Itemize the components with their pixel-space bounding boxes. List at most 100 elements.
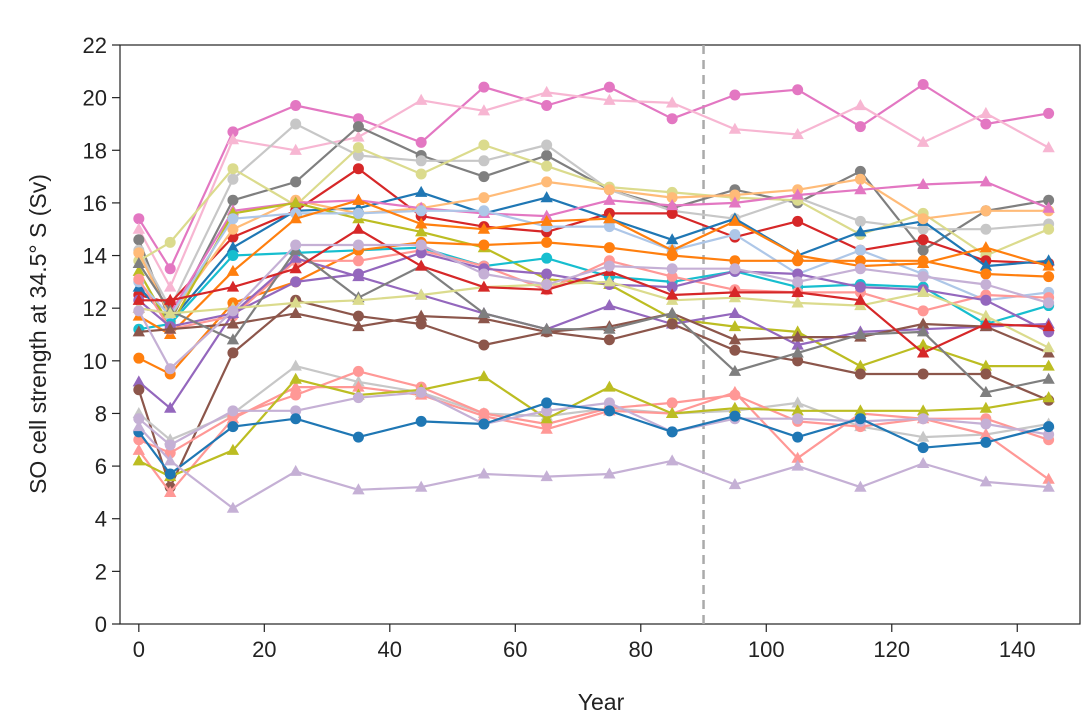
- x-tick-label: 0: [133, 637, 145, 662]
- data-point: [916, 456, 930, 469]
- series-8: [133, 173, 1055, 322]
- data-point: [854, 281, 866, 293]
- series-line: [138, 391, 1049, 447]
- data-point: [477, 104, 491, 116]
- series-1: [133, 78, 1055, 275]
- data-point: [854, 165, 866, 177]
- data-point: [227, 163, 239, 175]
- series-layer: [132, 78, 1055, 513]
- data-point: [1042, 201, 1055, 213]
- data-point: [289, 380, 302, 392]
- data-point: [603, 275, 616, 287]
- series-line: [138, 246, 1049, 331]
- series-line: [138, 375, 1049, 478]
- data-point: [854, 293, 867, 305]
- x-axis-title: Year: [578, 689, 625, 715]
- data-point: [132, 293, 145, 305]
- data-point: [415, 247, 427, 259]
- data-point: [665, 454, 679, 466]
- data-point: [979, 359, 993, 371]
- data-point: [791, 451, 804, 463]
- data-point: [133, 247, 145, 259]
- data-point: [540, 422, 553, 434]
- data-point: [290, 276, 302, 288]
- series-line: [137, 425, 1049, 510]
- data-point: [917, 78, 929, 90]
- data-point: [352, 142, 364, 154]
- data-point: [226, 133, 240, 145]
- data-point: [854, 121, 866, 133]
- data-point: [791, 346, 804, 358]
- data-point: [133, 234, 145, 246]
- data-point: [289, 372, 302, 384]
- data-point: [133, 413, 145, 425]
- data-point: [1042, 391, 1055, 403]
- data-point: [854, 263, 866, 275]
- data-point: [478, 239, 490, 251]
- series-line: [138, 143, 1050, 262]
- data-point: [540, 412, 553, 424]
- data-point: [415, 217, 428, 229]
- data-point: [1042, 259, 1055, 271]
- series-24: [132, 359, 1055, 445]
- data-point: [728, 385, 742, 397]
- data-point: [791, 285, 804, 297]
- data-point: [603, 184, 615, 196]
- data-point: [133, 352, 145, 364]
- data-point: [666, 207, 678, 219]
- data-point: [541, 176, 553, 188]
- data-point: [540, 214, 553, 226]
- data-point: [133, 273, 145, 285]
- data-point: [133, 384, 145, 396]
- data-point: [979, 385, 993, 397]
- data-point: [916, 285, 930, 297]
- data-point: [979, 309, 993, 321]
- data-point: [603, 467, 616, 479]
- data-point: [290, 413, 302, 425]
- data-point: [1043, 429, 1055, 441]
- series-line: [137, 401, 1049, 476]
- series-line: [137, 178, 1049, 318]
- data-point: [290, 118, 302, 130]
- data-point: [289, 143, 302, 155]
- data-point: [603, 380, 616, 392]
- data-point: [917, 442, 929, 454]
- x-tick-label: 80: [629, 637, 653, 662]
- data-point: [415, 205, 427, 217]
- data-point: [728, 320, 742, 332]
- series-26: [132, 380, 1055, 497]
- data-point: [792, 268, 804, 280]
- x-tick-label: 40: [378, 637, 402, 662]
- data-point: [164, 468, 176, 480]
- x-tick-label: 120: [873, 637, 910, 662]
- data-point: [478, 205, 490, 217]
- data-point: [1042, 320, 1055, 332]
- data-point: [979, 475, 993, 487]
- series-28: [133, 386, 1055, 451]
- data-point: [164, 447, 176, 459]
- data-point: [979, 317, 993, 329]
- data-point: [603, 260, 615, 272]
- y-tick-label: 2: [95, 559, 107, 584]
- data-point: [415, 155, 427, 167]
- series-line: [138, 370, 1049, 454]
- y-tick-label: 22: [83, 33, 107, 58]
- series-line: [137, 249, 1049, 394]
- data-point: [665, 406, 679, 419]
- data-point: [415, 225, 428, 237]
- data-point: [980, 268, 992, 280]
- data-point: [478, 171, 490, 183]
- data-point: [415, 168, 427, 180]
- series-30: [132, 420, 1055, 513]
- data-point: [227, 213, 239, 225]
- data-point: [227, 126, 239, 138]
- data-point: [666, 426, 678, 438]
- data-point: [133, 213, 145, 225]
- data-point: [352, 320, 365, 332]
- data-point: [289, 306, 302, 318]
- data-point: [729, 89, 741, 101]
- data-point: [979, 175, 993, 187]
- y-tick-label: 10: [83, 349, 107, 374]
- data-point: [290, 239, 302, 251]
- series-23: [133, 239, 1055, 375]
